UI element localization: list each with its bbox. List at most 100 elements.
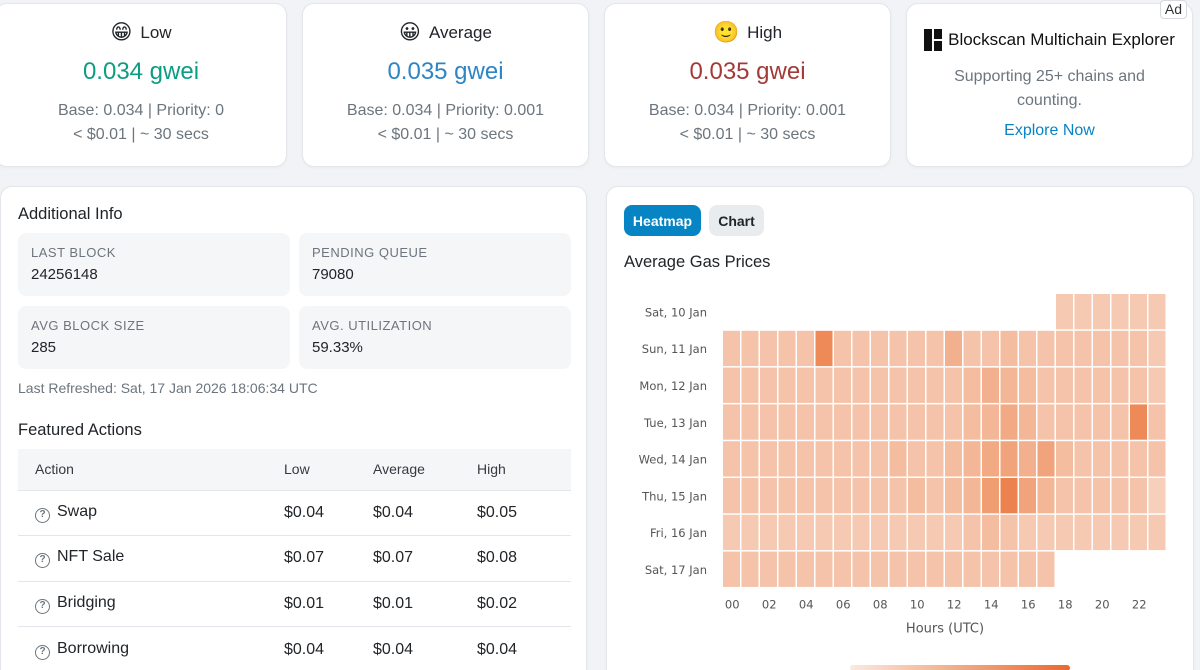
heatmap-cell[interactable] (741, 514, 759, 551)
heatmap-cell[interactable] (797, 330, 814, 367)
heatmap-cell[interactable] (1074, 330, 1092, 367)
heatmap-cell[interactable] (908, 514, 925, 551)
heatmap-cell[interactable] (1037, 330, 1055, 367)
heatmap-cell[interactable] (834, 478, 851, 514)
heatmap-cell[interactable] (889, 478, 907, 514)
heatmap-cell[interactable] (741, 551, 759, 587)
heatmap-cell[interactable] (945, 330, 962, 367)
heatmap-cell[interactable] (852, 551, 870, 587)
heatmap-cell[interactable] (908, 404, 925, 440)
heatmap-cell[interactable] (1130, 441, 1147, 477)
heatmap-cell[interactable] (1000, 514, 1018, 551)
heatmap-cell[interactable] (1056, 478, 1073, 514)
heatmap-cell[interactable] (1130, 330, 1147, 367)
heatmap-cell[interactable] (963, 367, 981, 403)
heatmap-cell[interactable] (889, 551, 907, 587)
heatmap-cell[interactable] (815, 441, 833, 477)
heatmap-cell[interactable] (871, 441, 888, 477)
heatmap-cell[interactable] (982, 330, 999, 367)
heatmap-cell[interactable] (1148, 330, 1166, 367)
heatmap-cell[interactable] (1148, 514, 1166, 551)
explore-now-link[interactable]: Explore Now (1004, 122, 1095, 139)
heatmap-cell[interactable] (982, 441, 999, 477)
ad-card[interactable]: Ad Blockscan Multichain Explorer Support… (906, 0, 1193, 167)
heatmap-cell[interactable] (871, 478, 888, 514)
heatmap-cell[interactable] (1093, 330, 1110, 367)
heatmap-cell[interactable] (1111, 514, 1129, 551)
heatmap-cell[interactable] (1019, 441, 1036, 477)
heatmap-cell[interactable] (741, 330, 759, 367)
heatmap-cell[interactable] (815, 404, 833, 440)
heatmap-cell[interactable] (1148, 404, 1166, 440)
heatmap-cell[interactable] (723, 514, 740, 551)
heatmap-cell[interactable] (871, 367, 888, 403)
heatmap-cell[interactable] (1111, 330, 1129, 367)
heatmap-cell[interactable] (908, 367, 925, 403)
heatmap-cell[interactable] (741, 478, 759, 514)
heatmap-cell[interactable] (797, 404, 814, 440)
heatmap-cell[interactable] (1111, 441, 1129, 477)
heatmap-cell[interactable] (982, 404, 999, 440)
heatmap-cell[interactable] (760, 478, 777, 514)
heatmap-cell[interactable] (778, 478, 796, 514)
heatmap-cell[interactable] (760, 514, 777, 551)
heatmap-cell[interactable] (852, 330, 870, 367)
heatmap-cell[interactable] (963, 551, 981, 587)
heatmap-cell[interactable] (963, 478, 981, 514)
heatmap-cell[interactable] (760, 441, 777, 477)
heatmap-cell[interactable] (1111, 404, 1129, 440)
heatmap-cell[interactable] (834, 367, 851, 403)
heatmap-cell[interactable] (778, 330, 796, 367)
heatmap-cell[interactable] (797, 551, 814, 587)
heatmap-cell[interactable] (723, 367, 740, 403)
heatmap-cell[interactable] (815, 330, 833, 367)
heatmap-cell[interactable] (778, 404, 796, 440)
heatmap-cell[interactable] (926, 514, 944, 551)
heatmap-cell[interactable] (852, 441, 870, 477)
heatmap-cell[interactable] (945, 514, 962, 551)
heatmap-cell[interactable] (908, 441, 925, 477)
question-circle-icon[interactable]: ? (35, 598, 50, 614)
heatmap-cell[interactable] (1074, 367, 1092, 403)
heatmap-cell[interactable] (1019, 330, 1036, 367)
heatmap-cell[interactable] (778, 441, 796, 477)
heatmap-cell[interactable] (797, 478, 814, 514)
heatmap-cell[interactable] (1093, 404, 1110, 440)
heatmap-cell[interactable] (778, 514, 796, 551)
heatmap-cell[interactable] (760, 330, 777, 367)
heatmap-cell[interactable] (1037, 514, 1055, 551)
heatmap-cell[interactable] (1130, 404, 1147, 440)
heatmap-cell[interactable] (1074, 294, 1092, 330)
heatmap-cell[interactable] (834, 551, 851, 587)
heatmap-cell[interactable] (1019, 514, 1036, 551)
heatmap-cell[interactable] (889, 367, 907, 403)
heatmap-cell[interactable] (889, 441, 907, 477)
heatmap-cell[interactable] (1019, 367, 1036, 403)
heatmap-cell[interactable] (1130, 294, 1147, 330)
heatmap-cell[interactable] (723, 330, 740, 367)
heatmap-cell[interactable] (945, 478, 962, 514)
heatmap-cell[interactable] (945, 441, 962, 477)
heatmap-cell[interactable] (1000, 330, 1018, 367)
heatmap-cell[interactable] (723, 404, 740, 440)
heatmap-cell[interactable] (852, 478, 870, 514)
heatmap-cell[interactable] (1056, 441, 1073, 477)
heatmap-cell[interactable] (926, 551, 944, 587)
heatmap-cell[interactable] (1093, 367, 1110, 403)
heatmap-cell[interactable] (982, 551, 999, 587)
heatmap-cell[interactable] (871, 514, 888, 551)
heatmap-cell[interactable] (926, 367, 944, 403)
heatmap-cell[interactable] (963, 404, 981, 440)
heatmap-cell[interactable] (982, 514, 999, 551)
heatmap-cell[interactable] (1019, 478, 1036, 514)
heatmap-cell[interactable] (778, 551, 796, 587)
heatmap-cell[interactable] (871, 330, 888, 367)
heatmap-cell[interactable] (871, 404, 888, 440)
heatmap-cell[interactable] (926, 330, 944, 367)
heatmap-cell[interactable] (1148, 441, 1166, 477)
heatmap-cell[interactable] (1000, 478, 1018, 514)
heatmap-cell[interactable] (889, 404, 907, 440)
heatmap-cell[interactable] (834, 514, 851, 551)
heatmap-cell[interactable] (963, 514, 981, 551)
tab-heatmap[interactable]: Heatmap (624, 205, 701, 236)
